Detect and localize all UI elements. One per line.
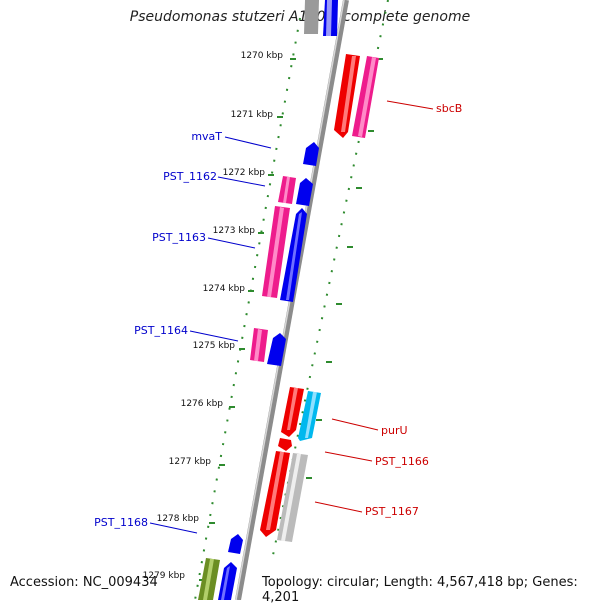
gene-PST_1162[interactable] — [278, 176, 313, 206]
gene-sbcB[interactable] — [334, 54, 379, 138]
gene-PST_1168[interactable] — [228, 534, 243, 554]
kbp-label: 1279 kbp — [143, 571, 186, 581]
gene-mvaT[interactable] — [303, 142, 319, 166]
gene-PST_1164[interactable] — [250, 328, 286, 366]
gene-label-sbcB[interactable]: sbcB — [436, 102, 462, 115]
inner-dotted-track — [194, 17, 301, 600]
kbp-label: 1277 kbp — [169, 457, 212, 467]
kbp-label: 1278 kbp — [157, 514, 200, 524]
gene-label-PST_1163[interactable]: PST_1163 — [152, 231, 206, 244]
kbp-label: 1276 kbp — [181, 399, 224, 409]
gene-label-PST_1162[interactable]: PST_1162 — [163, 170, 217, 183]
leader-purU — [331, 418, 379, 431]
kbp-label: 1275 kbp — [193, 341, 236, 351]
leader-PST_1163 — [207, 237, 256, 249]
gene-PST_1167[interactable] — [260, 451, 308, 542]
gene-purU[interactable] — [281, 387, 321, 441]
kbp-label: 1271 kbp — [231, 110, 274, 120]
leader-sbcB — [386, 100, 434, 110]
gene-label-PST_1164[interactable]: PST_1164 — [134, 324, 188, 337]
gene-label-purU[interactable]: purU — [381, 424, 408, 437]
leader-PST_1166 — [324, 451, 373, 462]
kbp-label: 1272 kbp — [223, 168, 266, 178]
gene-label-mvaT[interactable]: mvaT — [191, 130, 222, 143]
gene-label-PST_1167[interactable]: PST_1167 — [365, 505, 419, 518]
leader-PST_1168 — [149, 522, 198, 534]
leader-PST_1167 — [314, 501, 363, 513]
kbp-label: 1274 kbp — [203, 284, 246, 294]
gene-PST_1163[interactable] — [262, 206, 307, 302]
gene-bottom-partial[interactable] — [198, 558, 237, 600]
genome-summary-text: Topology: circular; Length: 4,567,418 bp… — [262, 575, 578, 605]
gene-PST_1166[interactable] — [278, 438, 292, 451]
gene-label-PST_1166[interactable]: PST_1166 — [375, 455, 429, 468]
leader-PST_1162 — [217, 176, 266, 187]
kbp-label: 1270 kbp — [241, 51, 284, 61]
leader-mvaT — [224, 136, 272, 149]
gene-label-PST_1168[interactable]: PST_1168 — [94, 516, 148, 529]
leader-PST_1164 — [189, 330, 239, 342]
gene-top-partial[interactable] — [304, 0, 338, 36]
accession-text: Accession: NC_009434 — [10, 575, 158, 590]
kbp-label: 1273 kbp — [213, 226, 256, 236]
